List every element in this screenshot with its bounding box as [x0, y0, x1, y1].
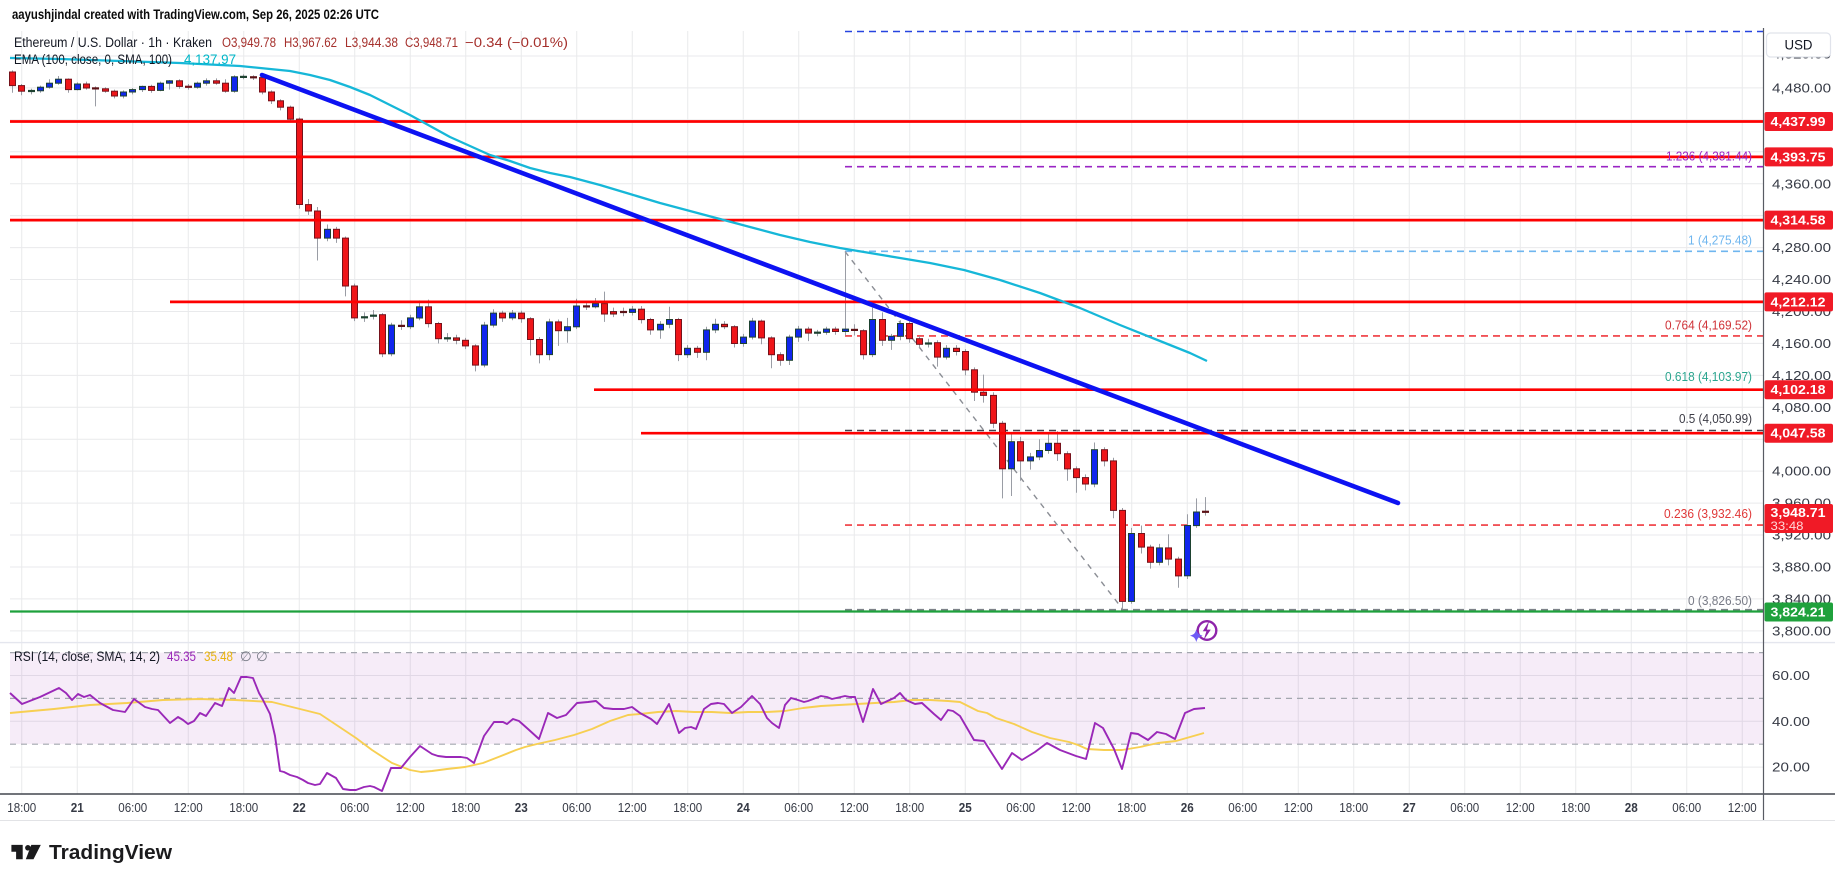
svg-text:1.236 (4,381.44): 1.236 (4,381.44) — [1666, 149, 1752, 164]
svg-text:18:00: 18:00 — [7, 800, 36, 815]
svg-text:TradingView: TradingView — [49, 842, 172, 864]
svg-text:4,360.00: 4,360.00 — [1772, 176, 1831, 191]
svg-text:60.00: 60.00 — [1772, 668, 1810, 683]
svg-text:4,080.00: 4,080.00 — [1772, 400, 1831, 415]
svg-text:4,047.58: 4,047.58 — [1771, 426, 1826, 441]
svg-text:06:00: 06:00 — [1672, 800, 1701, 815]
svg-text:∅: ∅ — [256, 649, 268, 664]
svg-text:27: 27 — [1403, 800, 1416, 815]
svg-text:aayushjindal created with Trad: aayushjindal created with TradingView.co… — [12, 7, 379, 22]
svg-text:4,120.00: 4,120.00 — [1772, 368, 1831, 383]
svg-text:∅: ∅ — [240, 649, 252, 664]
svg-text:4,314.58: 4,314.58 — [1771, 213, 1826, 228]
svg-text:12:00: 12:00 — [840, 800, 869, 815]
svg-text:4,240.00: 4,240.00 — [1772, 272, 1831, 287]
svg-text:18:00: 18:00 — [895, 800, 924, 815]
svg-text:22: 22 — [293, 800, 306, 815]
svg-text:18:00: 18:00 — [673, 800, 702, 815]
svg-text:4,000.00: 4,000.00 — [1772, 464, 1831, 479]
svg-text:28: 28 — [1625, 800, 1638, 815]
svg-text:35.48: 35.48 — [204, 649, 233, 664]
svg-text:4,437.99: 4,437.99 — [1771, 114, 1826, 129]
svg-text:4,137.97: 4,137.97 — [184, 52, 236, 67]
svg-text:0.618 (4,103.97): 0.618 (4,103.97) — [1665, 369, 1752, 384]
svg-text:26: 26 — [1181, 800, 1194, 815]
svg-text:20.00: 20.00 — [1772, 760, 1810, 775]
svg-text:25: 25 — [959, 800, 972, 815]
svg-text:4,102.18: 4,102.18 — [1771, 382, 1826, 397]
svg-text:06:00: 06:00 — [784, 800, 813, 815]
svg-text:EMA (100, close, 0, SMA, 100): EMA (100, close, 0, SMA, 100) — [14, 52, 172, 67]
svg-text:18:00: 18:00 — [451, 800, 480, 815]
svg-text:1 (4,275.48): 1 (4,275.48) — [1688, 233, 1752, 248]
svg-text:4,160.00: 4,160.00 — [1772, 336, 1831, 351]
svg-text:06:00: 06:00 — [118, 800, 147, 815]
svg-text:0.764 (4,169.52): 0.764 (4,169.52) — [1665, 318, 1752, 333]
svg-text:12:00: 12:00 — [1506, 800, 1535, 815]
svg-text:RSI (14, close, SMA, 14, 2): RSI (14, close, SMA, 14, 2) — [14, 649, 160, 664]
svg-text:C3,948.71: C3,948.71 — [405, 35, 458, 50]
svg-text:H3,967.62: H3,967.62 — [284, 35, 337, 50]
svg-text:23: 23 — [515, 800, 528, 815]
svg-text:USD: USD — [1785, 38, 1813, 53]
svg-text:21: 21 — [71, 800, 84, 815]
svg-text:06:00: 06:00 — [1228, 800, 1257, 815]
svg-text:06:00: 06:00 — [340, 800, 369, 815]
svg-text:12:00: 12:00 — [618, 800, 647, 815]
svg-text:L3,944.38: L3,944.38 — [345, 35, 398, 50]
svg-text:4,212.12: 4,212.12 — [1771, 294, 1826, 309]
svg-text:18:00: 18:00 — [229, 800, 258, 815]
svg-text:06:00: 06:00 — [562, 800, 591, 815]
svg-text:3,824.21: 3,824.21 — [1771, 605, 1826, 620]
svg-text:0.5 (4,050.99): 0.5 (4,050.99) — [1679, 411, 1752, 426]
svg-text:18:00: 18:00 — [1561, 800, 1590, 815]
svg-text:24: 24 — [737, 800, 751, 815]
svg-text:−0.34 (−0.01%): −0.34 (−0.01%) — [465, 35, 568, 50]
svg-text:0 (3,826.50): 0 (3,826.50) — [1688, 593, 1752, 608]
svg-text:18:00: 18:00 — [1117, 800, 1146, 815]
svg-text:4,393.75: 4,393.75 — [1771, 149, 1826, 164]
svg-text:0.236 (3,932.46): 0.236 (3,932.46) — [1664, 506, 1752, 521]
svg-text:12:00: 12:00 — [1728, 800, 1757, 815]
svg-text:40.00: 40.00 — [1772, 714, 1810, 729]
svg-text:3,948.71: 3,948.71 — [1771, 505, 1826, 520]
svg-text:O3,949.78: O3,949.78 — [222, 35, 276, 50]
svg-text:45.35: 45.35 — [167, 649, 196, 664]
svg-text:4,280.00: 4,280.00 — [1772, 240, 1831, 255]
svg-text:12:00: 12:00 — [174, 800, 203, 815]
svg-text:3,880.00: 3,880.00 — [1772, 560, 1831, 575]
svg-text:Ethereum / U.S. Dollar · 1h ·: Ethereum / U.S. Dollar · 1h · Kraken — [14, 35, 212, 50]
svg-text:18:00: 18:00 — [1339, 800, 1368, 815]
svg-text:3,800.00: 3,800.00 — [1772, 623, 1831, 638]
svg-text:06:00: 06:00 — [1450, 800, 1479, 815]
svg-text:4,480.00: 4,480.00 — [1772, 81, 1831, 96]
svg-text:12:00: 12:00 — [1062, 800, 1091, 815]
svg-text:12:00: 12:00 — [1284, 800, 1313, 815]
svg-text:12:00: 12:00 — [396, 800, 425, 815]
svg-text:33:48: 33:48 — [1771, 521, 1804, 533]
svg-text:06:00: 06:00 — [1006, 800, 1035, 815]
